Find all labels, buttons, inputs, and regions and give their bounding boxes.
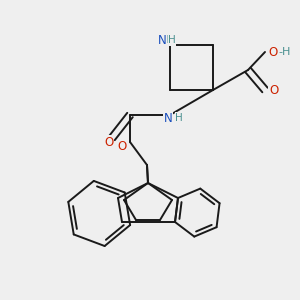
Text: O: O bbox=[269, 83, 278, 97]
Text: O: O bbox=[118, 140, 127, 154]
Text: N: N bbox=[164, 112, 172, 124]
Text: N: N bbox=[158, 34, 166, 46]
Text: O: O bbox=[104, 136, 114, 148]
Text: NH: NH bbox=[159, 35, 176, 45]
Text: -H: -H bbox=[278, 47, 290, 57]
Text: O: O bbox=[268, 46, 277, 59]
Text: H: H bbox=[175, 113, 183, 123]
Text: H: H bbox=[168, 35, 176, 45]
